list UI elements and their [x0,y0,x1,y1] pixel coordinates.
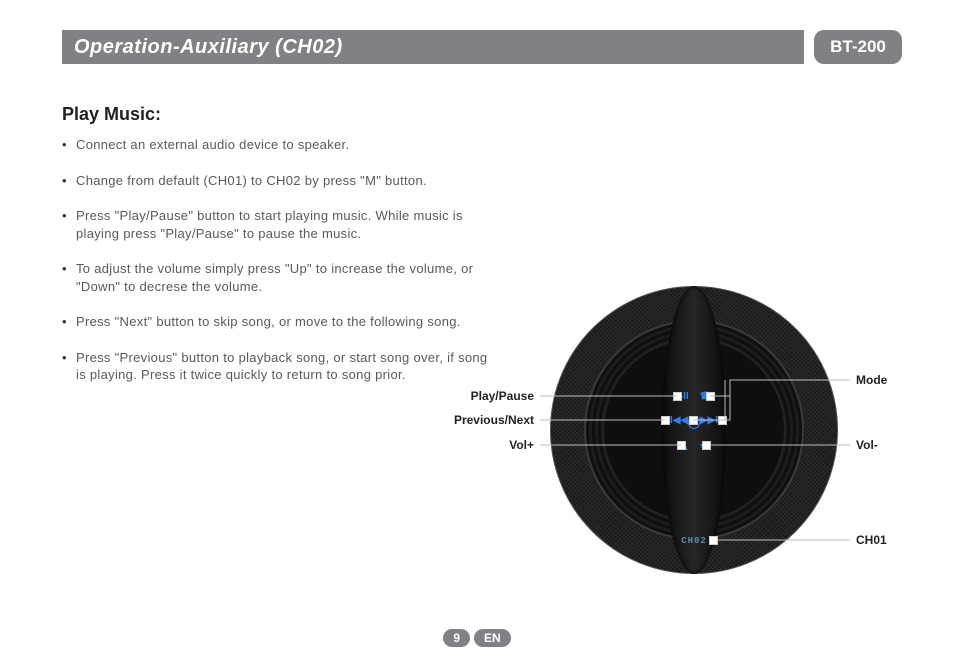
page-footer: 9 EN [0,629,954,647]
prev-icon: I◀◀ [670,416,688,429]
callout-marker [662,417,669,424]
phone-icon: ☎ [694,392,718,402]
page-title-bar: Operation-Auxiliary (CH02) [62,30,804,64]
list-item: To adjust the volume simply press "Up" t… [62,260,492,295]
speaker-body: ▶II ☎ I◀◀ M ▶▶I ▲ ▼ CH02 [550,286,838,574]
label-vol-down: Vol- [856,438,878,452]
label-play-pause: Play/Pause [430,389,534,403]
callout-marker [707,393,714,400]
list-item: Connect an external audio device to spea… [62,136,492,154]
list-item: Press "Previous" button to playback song… [62,349,492,384]
list-item: Change from default (CH01) to CH02 by pr… [62,172,492,190]
list-item: Press "Next" button to skip song, or mov… [62,313,492,331]
label-mode: Mode [856,373,887,387]
callout-marker [710,537,717,544]
header-row: Operation-Auxiliary (CH02) BT-200 [62,30,902,64]
label-vol-up: Vol+ [430,438,534,452]
instruction-list: Connect an external audio device to spea… [62,136,492,402]
control-panel-icons: ▶II ☎ I◀◀ M ▶▶I ▲ ▼ [668,392,720,467]
speaker-diagram: ▶II ☎ I◀◀ M ▶▶I ▲ ▼ CH02 [430,286,920,626]
list-item: Press "Play/Pause" button to start playi… [62,207,492,242]
callout-marker [674,393,681,400]
model-badge: BT-200 [814,30,902,64]
callout-marker [678,442,685,449]
label-ch01: CH01 [856,533,887,547]
model-text: BT-200 [830,37,886,57]
channel-display: CH02 [676,536,712,546]
page-title: Operation-Auxiliary (CH02) [74,36,343,59]
callout-marker [690,417,697,424]
section-title: Play Music: [62,104,161,125]
next-icon: ▶▶I [700,416,718,429]
page-language: EN [474,629,511,647]
label-prev-next: Previous/Next [430,413,534,427]
callout-marker [719,417,726,424]
callout-marker [703,442,710,449]
page-number: 9 [443,629,470,647]
